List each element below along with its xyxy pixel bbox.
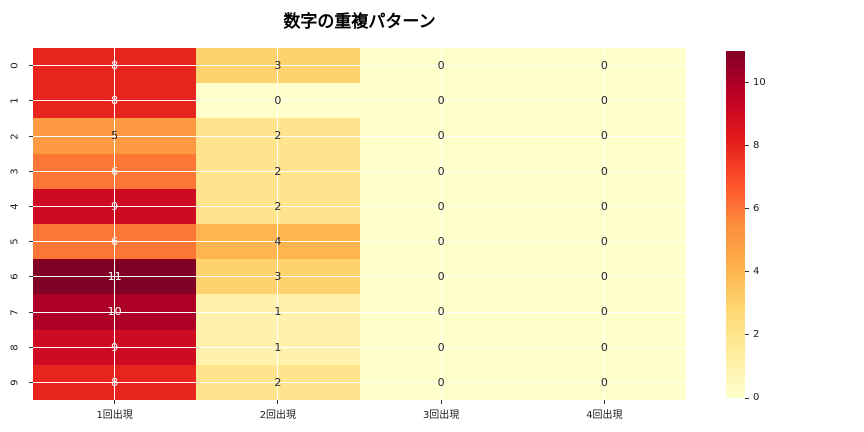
cell-value: 6 [111, 235, 119, 249]
cell-value: 0 [600, 235, 608, 249]
gridline-horizontal [33, 65, 686, 67]
colorbar-tick-label: 8 [753, 139, 760, 151]
y-tick-mark [29, 311, 33, 313]
cell-value: 8 [111, 375, 119, 389]
cell-value: 0 [600, 340, 608, 354]
y-tick-label: 6 [9, 273, 21, 280]
cell-value: 0 [437, 235, 445, 249]
y-tick-label: 4 [9, 203, 21, 210]
y-tick-mark [29, 276, 33, 278]
x-tick-mark [114, 400, 116, 404]
cell-value: 2 [274, 164, 282, 178]
y-tick-label: 5 [9, 238, 21, 245]
x-tick-label: 1回出現 [96, 410, 133, 421]
cell-value: 0 [437, 270, 445, 284]
colorbar [726, 51, 745, 398]
cell-value: 0 [600, 164, 608, 178]
gridline-vertical [603, 48, 605, 400]
gridline-horizontal [33, 205, 686, 207]
cell-value: 0 [437, 94, 445, 108]
y-tick-label: 2 [9, 132, 21, 140]
cell-value: 8 [111, 59, 119, 73]
x-tick-mark [440, 400, 442, 404]
cell-value: 1 [274, 305, 282, 319]
cell-value: 9 [111, 199, 119, 213]
cell-value: 0 [437, 129, 445, 143]
gridline-horizontal [33, 381, 686, 383]
y-tick-label: 7 [9, 308, 21, 316]
y-tick-mark [29, 205, 33, 207]
cell-value: 0 [600, 270, 608, 284]
colorbar-tick-label: 4 [753, 265, 760, 277]
y-tick-label: 8 [9, 344, 21, 351]
cell-value: 0 [600, 94, 608, 108]
colorbar-tick-label: 10 [753, 76, 766, 88]
cell-value: 0 [274, 94, 282, 108]
cell-value: 0 [437, 375, 445, 389]
cell-value: 1 [274, 340, 282, 354]
cell-value: 0 [437, 305, 445, 319]
cell-value: 4 [274, 235, 282, 249]
gridline-horizontal [33, 276, 686, 278]
chart-title: 数字の重複パターン [283, 12, 436, 32]
gridline-horizontal [33, 170, 686, 172]
gridline-horizontal [33, 311, 686, 313]
cell-value: 2 [274, 129, 282, 143]
cell-value: 0 [600, 199, 608, 213]
colorbar-tick-label: 2 [753, 328, 760, 340]
colorbar-tick-mark [745, 334, 749, 336]
gridline-vertical [277, 48, 279, 400]
gridline-vertical [440, 48, 442, 400]
cell-value: 0 [600, 129, 608, 143]
gridline-vertical [114, 48, 116, 400]
cell-value: 3 [274, 59, 282, 73]
x-tick-label: 4回出現 [586, 410, 623, 421]
gridline-horizontal [33, 135, 686, 137]
colorbar-tick-mark [745, 208, 749, 210]
cell-value: 8 [111, 94, 119, 108]
colorbar-tick-mark [745, 397, 749, 399]
cell-value: 9 [111, 340, 119, 354]
gridline-horizontal [33, 100, 686, 102]
x-tick-mark [277, 400, 279, 404]
colorbar-tick-mark [745, 82, 749, 84]
cell-value: 0 [437, 164, 445, 178]
colorbar-tick-mark [745, 271, 749, 273]
y-tick-label: 1 [9, 97, 21, 104]
cell-value: 3 [274, 270, 282, 284]
y-tick-mark [29, 135, 33, 137]
gridline-horizontal [33, 346, 686, 348]
colorbar-tick-label: 0 [753, 392, 760, 403]
cell-value: 0 [600, 375, 608, 389]
y-tick-mark [29, 381, 33, 383]
colorbar-tick-mark [745, 145, 749, 147]
cell-value: 0 [600, 59, 608, 73]
cell-value: 5 [111, 129, 119, 143]
cell-value: 11 [107, 270, 122, 284]
gridline-horizontal [33, 241, 686, 243]
cell-value: 6 [111, 164, 119, 178]
y-tick-label: 3 [9, 168, 21, 175]
cell-value: 2 [274, 375, 282, 389]
cell-value: 0 [437, 59, 445, 73]
cell-value: 0 [600, 305, 608, 319]
y-tick-mark [29, 65, 33, 67]
cell-value: 0 [437, 199, 445, 213]
cell-value: 0 [437, 340, 445, 354]
x-tick-mark [603, 400, 605, 404]
cell-value: 10 [107, 305, 122, 319]
y-tick-mark [29, 346, 33, 348]
colorbar-tick-label: 6 [753, 202, 760, 214]
y-tick-mark [29, 241, 33, 243]
y-tick-mark [29, 170, 33, 172]
y-tick-label: 9 [9, 379, 21, 386]
cell-value: 2 [274, 199, 282, 213]
y-tick-mark [29, 100, 33, 102]
x-tick-label: 2回出現 [259, 410, 297, 421]
heatmap-plot-area: 8 3 0 0 8 0 0 0 5 2 0 0 6 2 0 0 9 2 0 0 6 4 0 0 11 3 0 0 10 1 0 0 9 1 0 0 8 2… [33, 48, 686, 400]
y-tick-label: 0 [9, 62, 21, 69]
x-tick-label: 3回出現 [422, 410, 460, 421]
